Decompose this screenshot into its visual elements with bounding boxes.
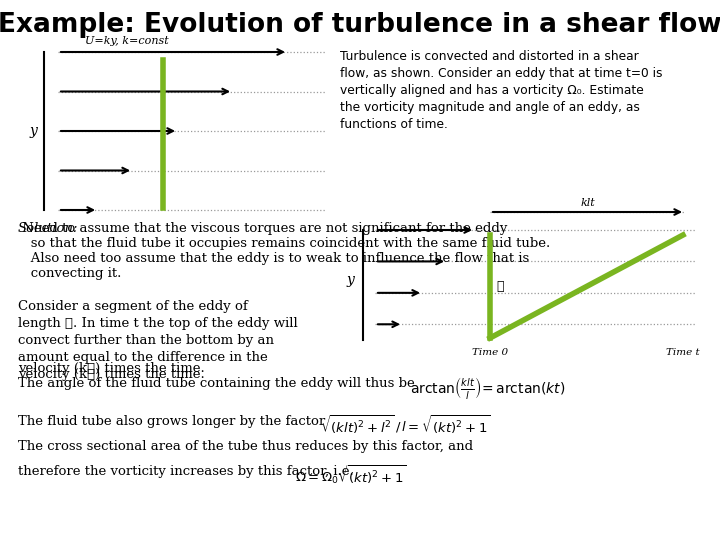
Text: ℓ: ℓ: [496, 280, 503, 293]
Text: Solution:: Solution:: [18, 222, 78, 235]
Text: y: y: [346, 273, 354, 287]
Text: The cross sectional area of the tube thus reduces by this factor, and: The cross sectional area of the tube thu…: [18, 440, 473, 453]
Text: Time 0: Time 0: [472, 348, 508, 357]
Text: U=ky, k=const: U=ky, k=const: [85, 36, 168, 46]
Text: $\arctan\!\left(\frac{klt}{l}\right)\!=\arctan\!\left(kt\right)$: $\arctan\!\left(\frac{klt}{l}\right)\!=\…: [410, 375, 565, 401]
Text: Time t: Time t: [666, 348, 700, 357]
Text: The angle of the fluid tube containing the eddy will thus be: The angle of the fluid tube containing t…: [18, 377, 419, 390]
Text: klt: klt: [580, 198, 595, 208]
Text: $\sqrt{(klt)^2+l^2}\,/\,l = \sqrt{(kt)^2+1}$: $\sqrt{(klt)^2+l^2}\,/\,l = \sqrt{(kt)^2…: [320, 413, 490, 435]
Text: y: y: [29, 124, 37, 138]
Text: Example: Evolution of turbulence in a shear flow: Example: Evolution of turbulence in a sh…: [0, 12, 720, 38]
Text: Need to assume that the viscous torques are not significant for the eddy
   so t: Need to assume that the viscous torques …: [18, 222, 550, 280]
Text: $\Omega = \Omega_0\sqrt{(kt)^2+1}$: $\Omega = \Omega_0\sqrt{(kt)^2+1}$: [295, 463, 407, 486]
Text: Consider a segment of the eddy of
length ℓ. In time t the top of the eddy will
c: Consider a segment of the eddy of length…: [18, 300, 298, 381]
Text: The fluid tube also grows longer by the factor: The fluid tube also grows longer by the …: [18, 415, 330, 428]
Text: velocity (kℓ) times the time.: velocity (kℓ) times the time.: [18, 362, 204, 375]
Text: therefore the vorticity increases by this factor, i.e.: therefore the vorticity increases by thi…: [18, 465, 358, 478]
Text: Turbulence is convected and distorted in a shear
flow, as shown. Consider an edd: Turbulence is convected and distorted in…: [340, 50, 662, 131]
